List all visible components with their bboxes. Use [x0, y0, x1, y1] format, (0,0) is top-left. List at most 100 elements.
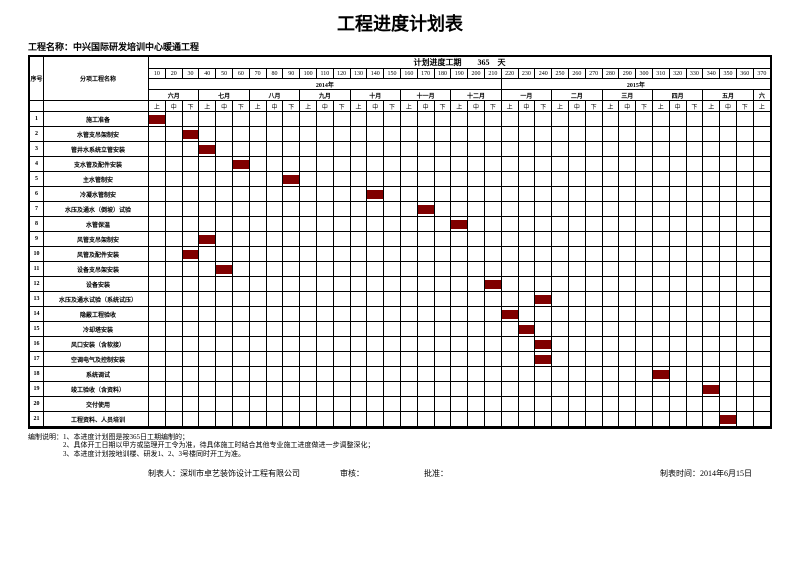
task-name: 空调电气及控制安装	[44, 352, 149, 367]
grid-cell	[518, 277, 535, 292]
grid-cell	[400, 412, 417, 427]
grid-cell	[602, 262, 619, 277]
task-row: 7水压及通水（倒坡）试验	[30, 202, 771, 217]
grid-cell	[384, 202, 401, 217]
sub-cell: 中	[367, 101, 384, 112]
grid-cell	[165, 187, 182, 202]
task-idx: 2	[30, 127, 44, 142]
sub-cell: 中	[266, 101, 283, 112]
grid-cell	[149, 127, 166, 142]
grid-cell	[720, 277, 737, 292]
grid-cell	[552, 127, 569, 142]
grid-cell	[669, 277, 686, 292]
grid-cell	[585, 352, 602, 367]
grid-cell	[568, 337, 585, 352]
grid-cell	[753, 322, 770, 337]
grid-cell	[518, 112, 535, 127]
grid-cell	[535, 142, 552, 157]
gantt-bar	[653, 370, 669, 379]
sub-cell: 下	[333, 101, 350, 112]
grid-cell	[585, 322, 602, 337]
sub-cell: 上	[300, 101, 317, 112]
grid-cell	[400, 112, 417, 127]
sub-cell: 上	[552, 101, 569, 112]
grid-cell	[552, 277, 569, 292]
grid-cell	[552, 187, 569, 202]
grid-cell	[753, 337, 770, 352]
day-col: 50	[216, 69, 233, 79]
grid-cell	[501, 142, 518, 157]
grid-cell	[283, 322, 300, 337]
sub-cell: 下	[535, 101, 552, 112]
sub-cell: 中	[669, 101, 686, 112]
grid-cell	[232, 112, 249, 127]
day-col: 160	[400, 69, 417, 79]
grid-cell	[468, 217, 485, 232]
grid-cell	[518, 337, 535, 352]
grid-cell	[703, 232, 720, 247]
grid-cell	[283, 292, 300, 307]
grid-cell	[249, 157, 266, 172]
schedule-header: 计划进度工期 365 天	[149, 57, 771, 69]
grid-cell	[753, 262, 770, 277]
grid-cell	[753, 202, 770, 217]
grid-cell	[535, 247, 552, 262]
grid-cell	[703, 322, 720, 337]
grid-cell	[300, 262, 317, 277]
grid-cell	[149, 262, 166, 277]
grid-cell	[736, 247, 753, 262]
grid-cell	[384, 277, 401, 292]
grid-cell	[232, 307, 249, 322]
grid-cell	[300, 187, 317, 202]
sub-cell: 下	[736, 101, 753, 112]
task-name: 工程资料、人员培训	[44, 412, 149, 427]
reviewer-label: 审核：	[340, 468, 364, 479]
month-cell: 五月	[703, 90, 753, 101]
grid-cell	[669, 172, 686, 187]
grid-cell	[300, 292, 317, 307]
grid-cell	[468, 382, 485, 397]
grid-cell	[384, 262, 401, 277]
day-col: 330	[686, 69, 703, 79]
grid-cell	[552, 322, 569, 337]
grid-cell	[535, 367, 552, 382]
grid-cell	[518, 367, 535, 382]
grid-cell	[686, 127, 703, 142]
grid-cell	[350, 277, 367, 292]
grid-cell	[568, 292, 585, 307]
grid-cell	[266, 202, 283, 217]
grid-cell	[602, 142, 619, 157]
grid-cell	[249, 322, 266, 337]
grid-cell	[535, 322, 552, 337]
grid-cell	[434, 127, 451, 142]
gantt-bar	[519, 325, 535, 334]
grid-cell	[720, 172, 737, 187]
grid-cell	[199, 217, 216, 232]
day-col: 210	[484, 69, 501, 79]
gantt-bar	[183, 250, 199, 259]
grid-cell	[753, 127, 770, 142]
grid-cell	[703, 247, 720, 262]
month-cell: 四月	[652, 90, 702, 101]
grid-cell	[367, 412, 384, 427]
grid-cell	[266, 307, 283, 322]
grid-cell	[384, 412, 401, 427]
grid-cell	[316, 277, 333, 292]
grid-cell	[199, 367, 216, 382]
task-row: 4支水管及配件安装	[30, 157, 771, 172]
gantt-bar	[233, 160, 249, 169]
grid-cell	[434, 172, 451, 187]
grid-cell	[266, 112, 283, 127]
task-idx: 8	[30, 217, 44, 232]
grid-cell	[384, 217, 401, 232]
day-col: 40	[199, 69, 216, 79]
grid-cell	[266, 412, 283, 427]
grid-cell	[316, 142, 333, 157]
grid-cell	[484, 412, 501, 427]
task-idx: 1	[30, 112, 44, 127]
grid-cell	[686, 262, 703, 277]
grid-cell	[753, 187, 770, 202]
grid-cell	[232, 232, 249, 247]
grid-cell	[636, 412, 653, 427]
task-row: 10风管及配件安装	[30, 247, 771, 262]
